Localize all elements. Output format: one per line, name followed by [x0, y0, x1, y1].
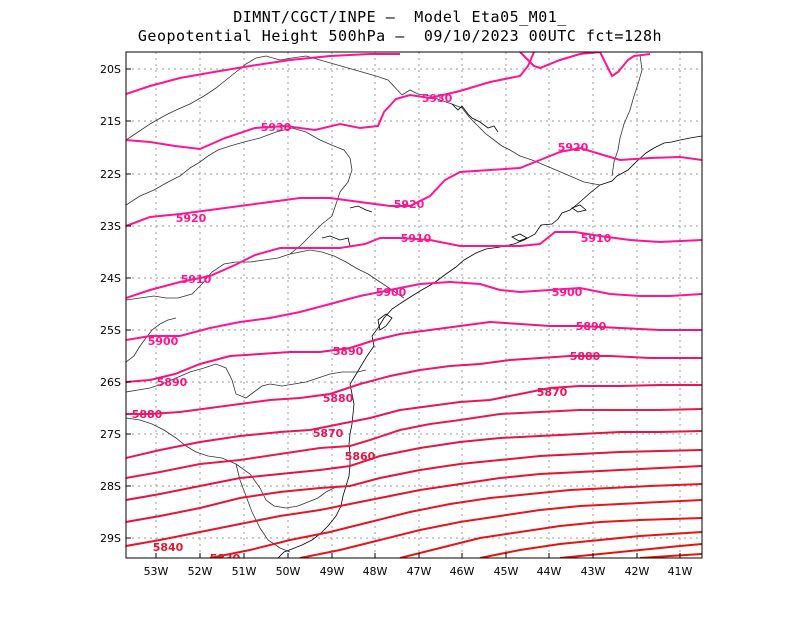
- reservoir-3: [349, 205, 373, 213]
- lon-tick-label: 51W: [232, 565, 257, 578]
- contour-label: 5880: [132, 408, 163, 421]
- paranagua-bay: [377, 313, 393, 331]
- lat-tick-label: 22S: [100, 168, 121, 181]
- map-frame: [125, 51, 703, 559]
- contour-line: [126, 53, 400, 95]
- lat-lon-grid: [126, 52, 702, 558]
- contour-label: 5890: [157, 376, 188, 389]
- contour-line: [126, 449, 702, 523]
- contour-label: 5870: [537, 386, 568, 399]
- lat-tick-label: 27S: [100, 428, 121, 441]
- reservoir-1: [451, 103, 499, 133]
- map-title-line-1: DIMNT/CGCT/INPE – Model Eta05_M01_: [233, 8, 567, 26]
- contour-label: 5910: [581, 232, 612, 245]
- contour-line: [126, 430, 702, 501]
- state-border-sp-pr-coast: [289, 249, 405, 299]
- contour-label: 5860: [345, 450, 376, 463]
- contour-label: 5910: [181, 273, 212, 286]
- lat-tick-label: 24S: [100, 272, 121, 285]
- lon-tick-label: 41W: [668, 565, 693, 578]
- contour-label: 5870: [313, 427, 344, 440]
- reservoir-2: [321, 235, 351, 247]
- lon-tick-label: 45W: [494, 565, 519, 578]
- contour-label: 5910: [401, 232, 432, 245]
- lon-tick-label: 50W: [276, 565, 301, 578]
- contour-line: [126, 408, 702, 479]
- lat-tick-label: 28S: [100, 480, 121, 493]
- lon-tick-label: 42W: [625, 565, 650, 578]
- lon-tick-label: 47W: [407, 565, 432, 578]
- contour-label: 5880: [570, 350, 601, 363]
- country-border: [126, 317, 177, 363]
- contour-label: 5920: [558, 141, 589, 154]
- ilha-grande: [511, 233, 528, 242]
- contour-line: [126, 280, 702, 341]
- contour-label: 5840: [153, 541, 184, 554]
- lat-tick-label: 29S: [100, 532, 121, 545]
- contour-label: 5900: [376, 286, 407, 299]
- lat-tick-label: 26S: [100, 376, 121, 389]
- contour-line: [126, 465, 702, 547]
- guanabara: [571, 204, 587, 213]
- lat-tick-label: 23S: [100, 220, 121, 233]
- contour-label: 5920: [394, 198, 425, 211]
- contour-label: 5890: [576, 320, 607, 333]
- contour-line: [126, 355, 702, 415]
- state-border-mg-go: [126, 55, 403, 141]
- lon-tick-label: 44W: [537, 565, 562, 578]
- contour-label: 5830: [210, 552, 241, 565]
- lon-tick-label: 46W: [450, 565, 475, 578]
- lon-tick-label: 52W: [188, 565, 213, 578]
- contour-label: 5900: [148, 335, 179, 348]
- contour-line: [559, 543, 702, 558]
- lat-tick-label: 25S: [100, 324, 121, 337]
- contour-label: 5930: [422, 92, 453, 105]
- contour-line: [479, 531, 702, 558]
- contour-line: [126, 146, 702, 227]
- contour-line: [399, 517, 702, 558]
- contour-line: [126, 384, 702, 459]
- lon-tick-label: 53W: [144, 565, 169, 578]
- contour-label: 5880: [323, 392, 354, 405]
- state-border-sp-pr: [126, 127, 353, 301]
- contour-label: 5900: [552, 286, 583, 299]
- contour-line: [299, 499, 702, 558]
- lon-tick-label: 48W: [363, 565, 388, 578]
- contour-line: [126, 231, 702, 299]
- contour-label: 5930: [261, 121, 292, 134]
- contour-labels: 5930 5930 5920 5920 5920 5910 5910 5910 5900 5900…: [132, 92, 612, 565]
- state-border-sc-rs: [126, 417, 344, 509]
- lon-tick-label: 49W: [320, 565, 345, 578]
- lon-tick-label: 43W: [581, 565, 606, 578]
- contour-line: [126, 320, 702, 383]
- contour-line: [639, 553, 702, 558]
- contour-line: [519, 52, 651, 78]
- contour-line: [126, 52, 535, 151]
- lat-tick-label: 21S: [100, 115, 121, 128]
- contour-label: 5890: [333, 345, 364, 358]
- state-border-mg-es: [611, 54, 643, 177]
- lat-tick-label: 20S: [100, 63, 121, 76]
- height-contours: [126, 52, 702, 558]
- map-title-line-2: Geopotential Height 500hPa – 09/10/2023 …: [137, 27, 663, 45]
- state-border-pr-sc: [126, 363, 367, 399]
- contour-line: [209, 483, 702, 558]
- contour-label: 5920: [176, 212, 207, 225]
